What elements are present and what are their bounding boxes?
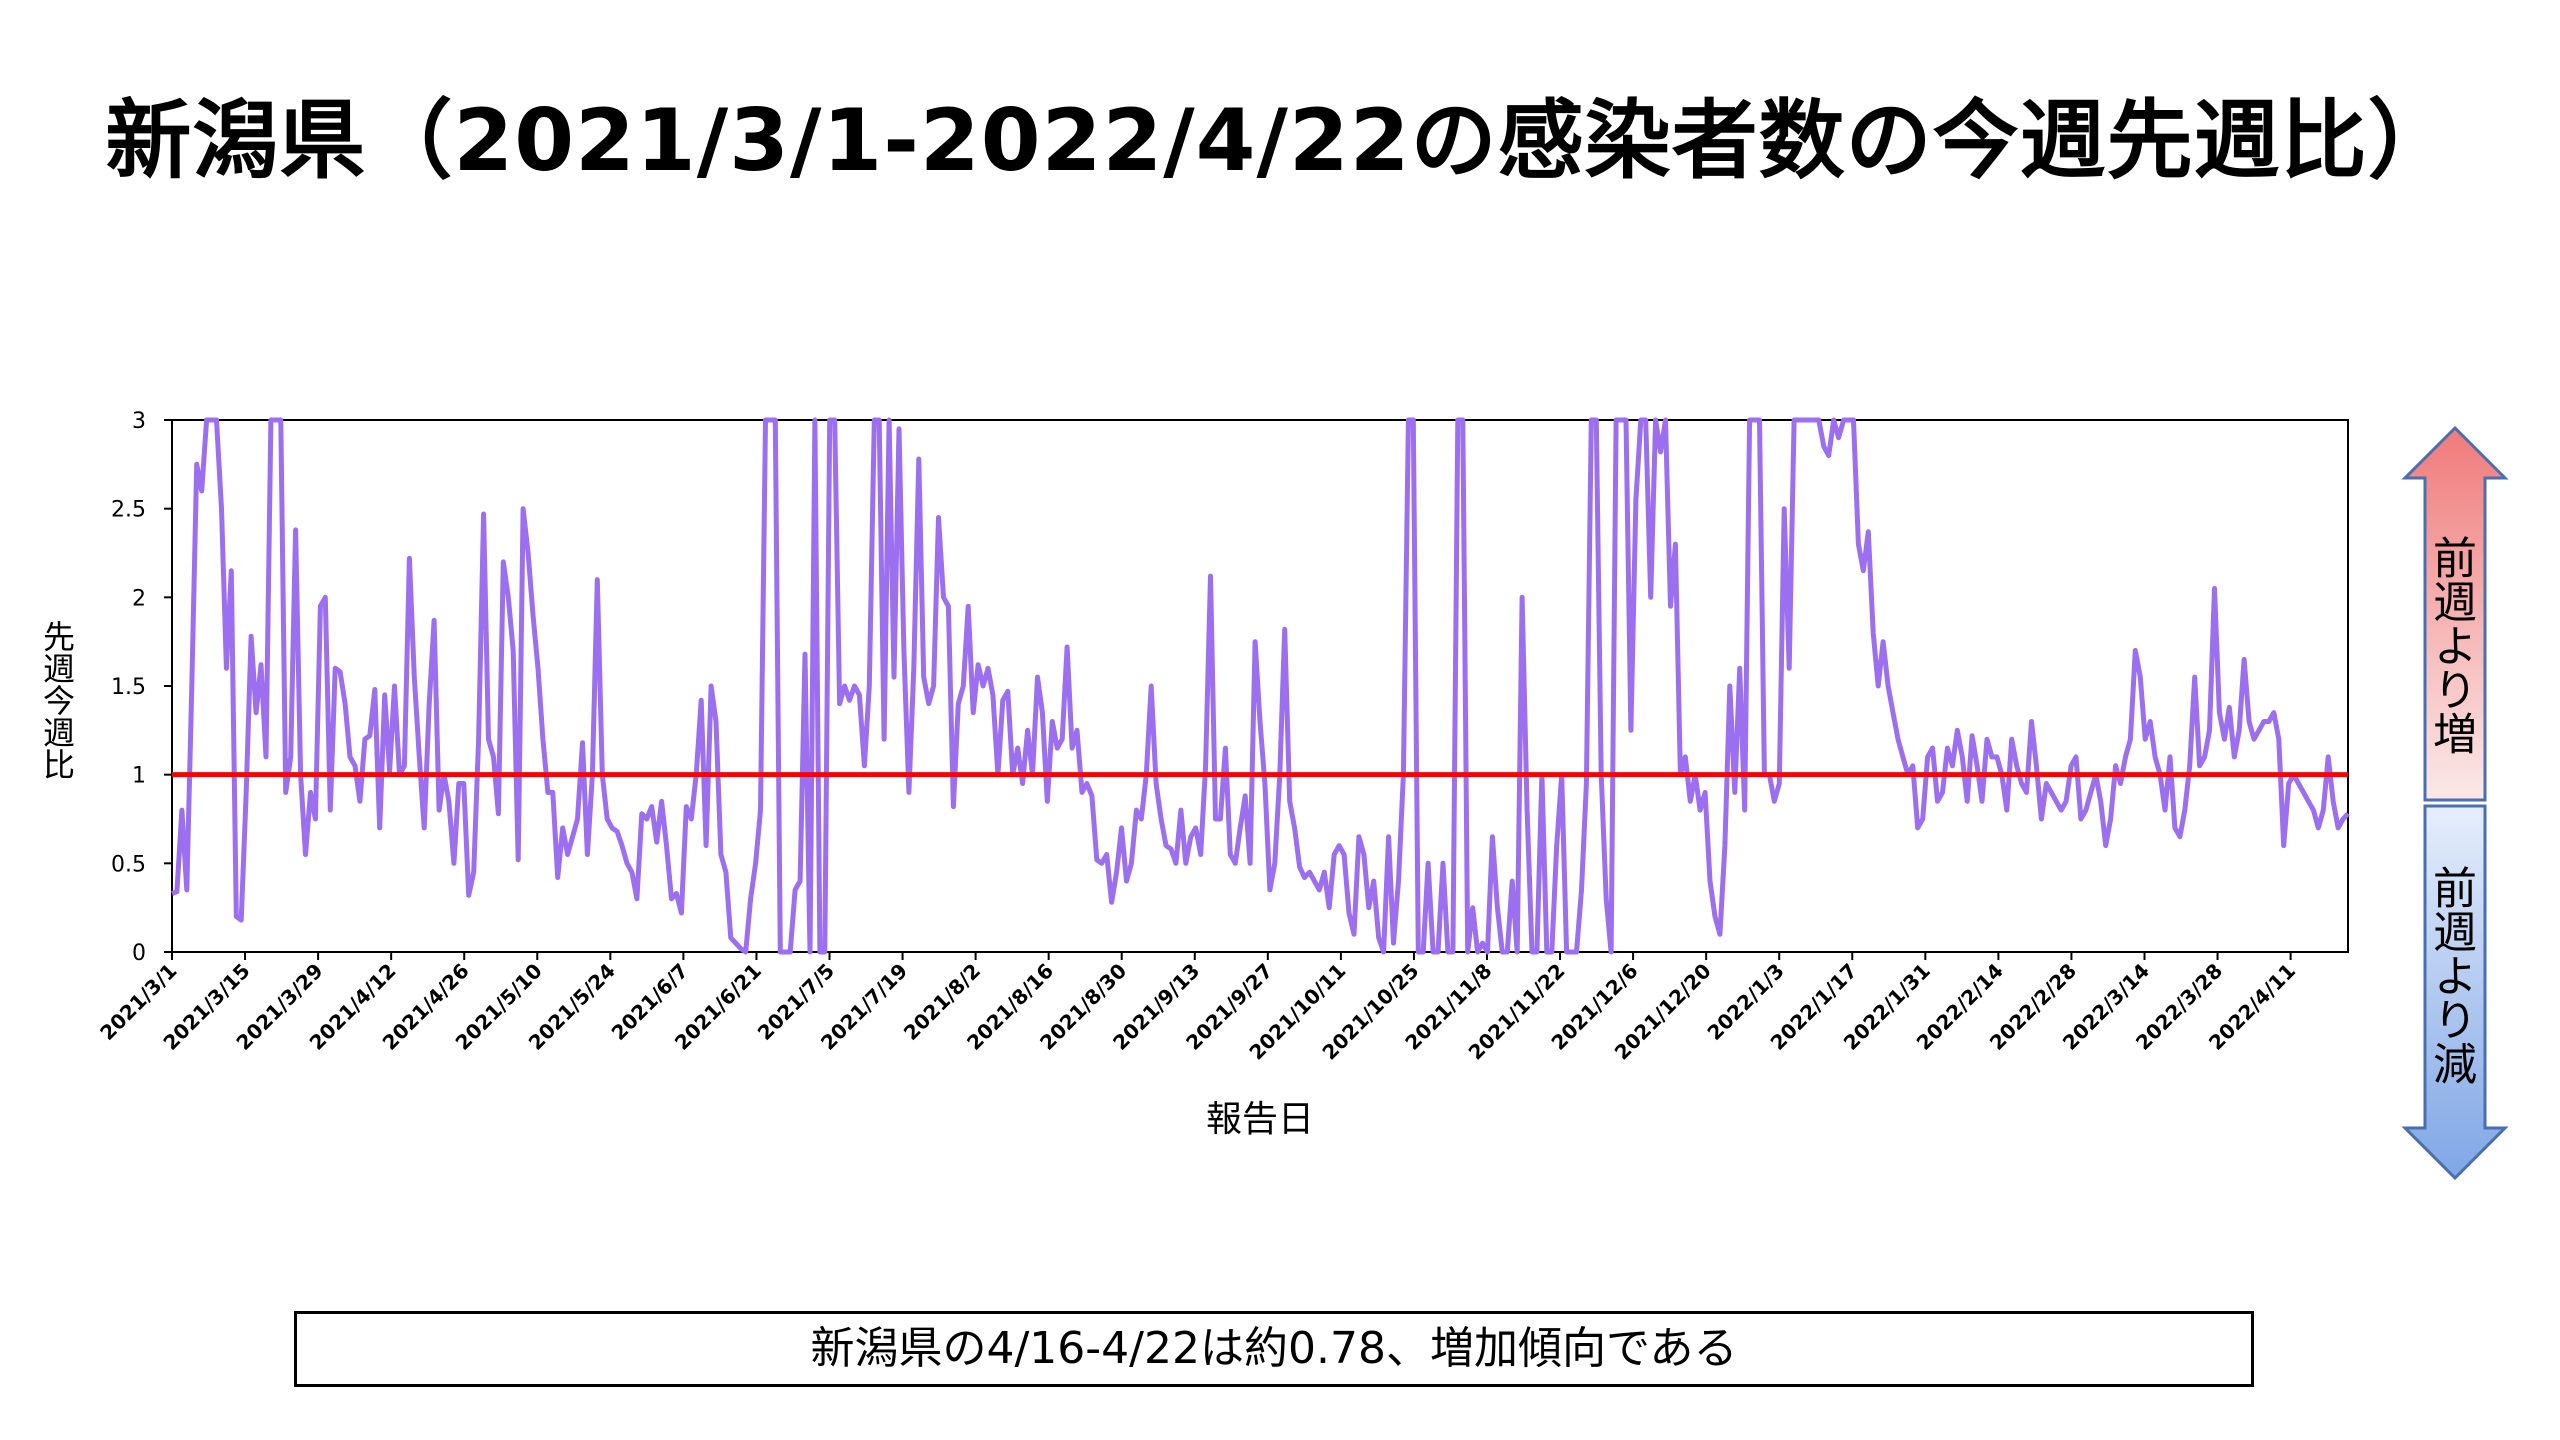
y-tick-label: 0.5 xyxy=(111,852,146,877)
y-axis: 0 0.5 1 1.5 2 2.5 3 xyxy=(111,409,172,966)
y-tick-label: 1.5 xyxy=(111,675,146,700)
y-tick-label: 3 xyxy=(132,409,146,434)
y-tick-label: 0 xyxy=(132,941,146,966)
x-axis: 2021/3/12021/3/152021/3/292021/4/122021/… xyxy=(95,952,2300,1065)
summary-box: 新潟県の4/16-4/22は約0.78、増加傾向である xyxy=(294,1311,2254,1387)
trend-indicator: 前週より増 前週より減 xyxy=(2395,425,2505,1175)
decrease-label: 前週より減 xyxy=(2425,865,2476,1085)
arrow-down-icon xyxy=(2401,804,2509,1181)
page-title: 新潟県（2021/3/1-2022/4/22の感染者数の今週先週比） xyxy=(105,91,2455,191)
increase-label: 前週より増 xyxy=(2425,535,2476,755)
y-tick-label: 1 xyxy=(132,764,146,789)
plot-area xyxy=(171,419,2349,953)
series-layer xyxy=(171,417,2350,955)
x-axis-label: 報告日 xyxy=(1205,1099,1314,1140)
arrow-up-icon xyxy=(2401,425,2509,802)
y-tick-label: 2.5 xyxy=(111,498,146,523)
series-line xyxy=(171,417,2350,955)
y-tick-label: 2 xyxy=(132,586,146,611)
y-axis-label: 先週今週比 xyxy=(38,620,76,780)
